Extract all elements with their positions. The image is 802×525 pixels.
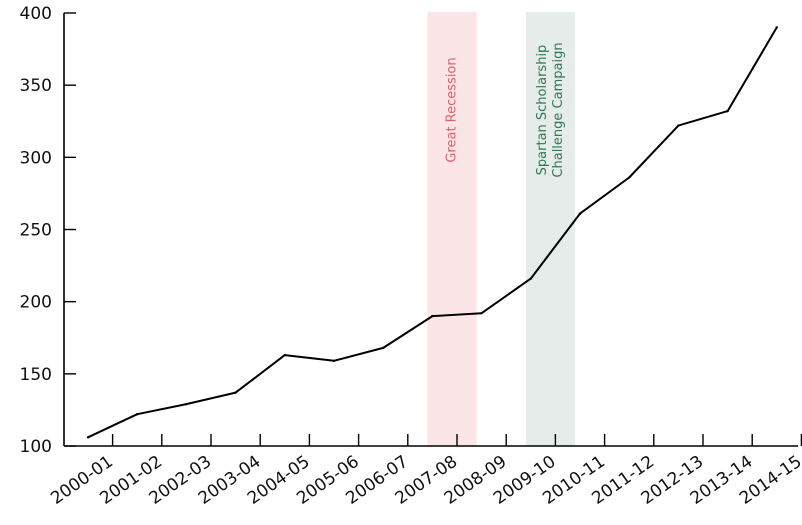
y-tick-label-250: 250	[20, 221, 52, 241]
data-point-2006-07	[382, 346, 385, 350]
data-point-2010-11	[578, 212, 582, 215]
y-tick-label-200: 200	[20, 293, 52, 313]
band-1	[525, 12, 576, 446]
y-tick-label-100: 100	[20, 437, 52, 457]
band-0	[427, 12, 477, 446]
band-label-line1-1: Spartan Scholarship	[535, 45, 550, 176]
band-label-0: Great Recession	[445, 57, 460, 162]
data-point-2008-09	[480, 312, 483, 315]
data-point-2011-12	[628, 176, 631, 179]
data-point-2000-01	[86, 436, 90, 439]
y-axis-ticks: 100 150 200 250 300 350 400	[20, 4, 76, 457]
y-tick-label-400: 400	[20, 4, 52, 24]
y-tick-label-150: 150	[20, 365, 52, 385]
data-point-2009-10	[529, 277, 532, 280]
y-tick-label-350: 350	[20, 76, 52, 96]
data-point-2005-06	[332, 359, 336, 363]
data-point-2001-02	[136, 413, 139, 416]
data-point-2012-13	[677, 124, 680, 127]
data-point-2003-04	[234, 391, 237, 394]
series	[86, 26, 778, 439]
data-point-2004-05	[283, 353, 286, 357]
data-point-2007-08	[431, 314, 434, 318]
highlight-bands: Great Recession Spartan Scholarship Challe…	[427, 12, 576, 446]
y-tick-label-300: 300	[20, 148, 52, 168]
data-point-2014-15	[775, 26, 778, 29]
data-point-2013-14	[726, 109, 729, 113]
band-label-group-1: Spartan Scholarship Challenge Campaign	[535, 42, 566, 177]
data-point-2002-03	[185, 402, 188, 406]
band-label-line2-1: Challenge Campaign	[551, 42, 566, 177]
